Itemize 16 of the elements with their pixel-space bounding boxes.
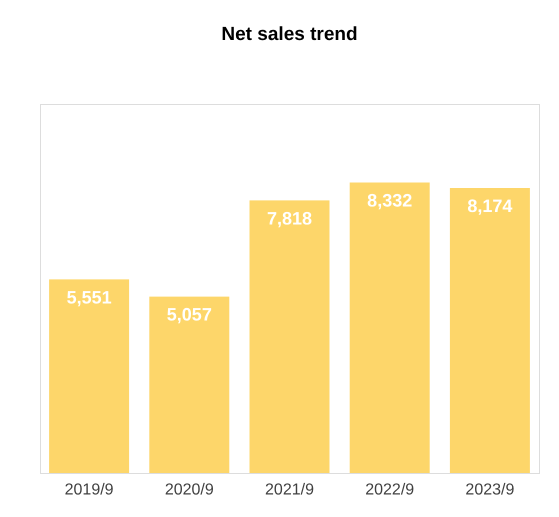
bar (450, 188, 530, 473)
x-tick-label: 2019/9 (64, 482, 114, 498)
data-label: 8,174 (467, 196, 512, 216)
bar (49, 279, 130, 473)
chart-title: Net sales trend (221, 24, 358, 45)
bar (250, 200, 330, 473)
x-tick-label: 2021/9 (265, 482, 314, 498)
x-tick-label: 2023/9 (465, 482, 514, 498)
x-tick-label: 2020/9 (164, 482, 214, 498)
data-label: 5,057 (166, 304, 212, 325)
bar (149, 296, 230, 473)
data-label: 5,551 (66, 287, 112, 308)
data-label: 7,818 (266, 208, 312, 228)
data-label: 8,332 (367, 190, 412, 210)
x-tick-label: 2022/9 (365, 482, 414, 498)
bar (350, 182, 430, 473)
